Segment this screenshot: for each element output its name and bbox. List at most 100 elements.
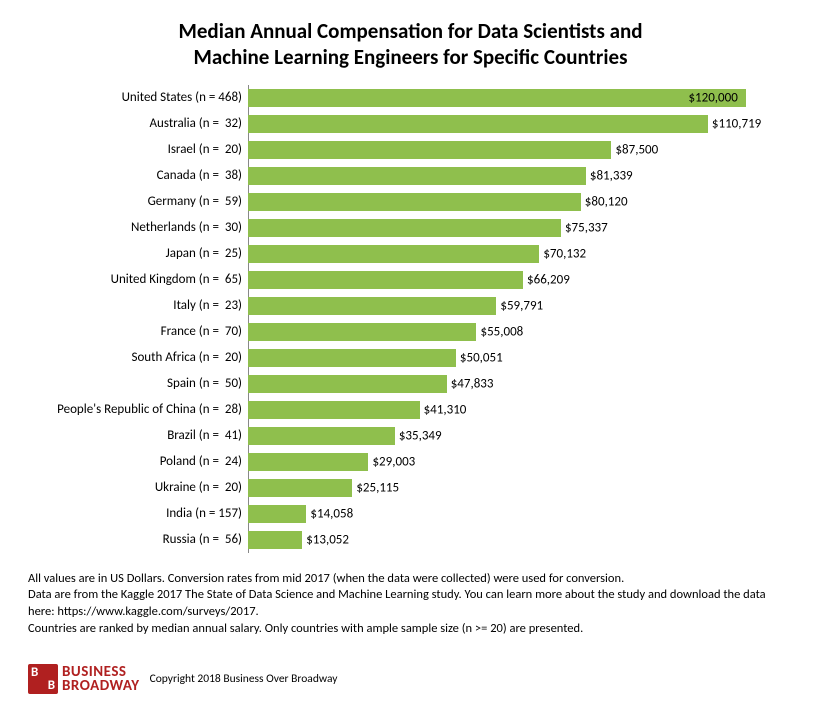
bar-area: $80,120	[248, 191, 793, 213]
note-line: Countries are ranked by median annual sa…	[28, 621, 793, 638]
chart-row: Ukraine (n = 20) $25,115	[48, 475, 793, 501]
category-label: Spain (n = 50)	[48, 376, 248, 391]
bar-value-label: $29,003	[372, 454, 415, 469]
title-line-1: Median Annual Compensation for Data Scie…	[28, 18, 793, 44]
bar-value-label: $66,209	[527, 272, 570, 287]
bar	[248, 531, 302, 549]
bar	[248, 167, 586, 185]
category-label: Poland (n = 24)	[48, 454, 248, 469]
bar-area: $110,719	[248, 113, 793, 135]
chart-row: South Africa (n = 20) $50,051	[48, 345, 793, 371]
chart-row: Italy (n = 23) $59,791	[48, 293, 793, 319]
bar-area: $66,209	[248, 269, 793, 291]
category-label: India (n = 157)	[48, 506, 248, 521]
chart-row: Germany (n = 59) $80,120	[48, 189, 793, 215]
bar	[248, 193, 581, 211]
chart-row: Canada (n = 38) $81,339	[48, 163, 793, 189]
bar-area: $75,337	[248, 217, 793, 239]
bar-value-label: $13,052	[306, 532, 349, 547]
chart-row: Poland (n = 24) $29,003	[48, 449, 793, 475]
chart-row: France (n = 70) $55,008	[48, 319, 793, 345]
bar	[248, 375, 447, 393]
bar	[248, 427, 395, 445]
bar-value-label: $70,132	[543, 246, 586, 261]
bar-value-label: $80,120	[585, 194, 628, 209]
bar-area: $50,051	[248, 347, 793, 369]
category-label: People's Republic of China (n = 28)	[48, 402, 248, 417]
category-label: Brazil (n = 41)	[48, 428, 248, 443]
bar	[248, 245, 539, 263]
note-line: Data are from the Kaggle 2017 The State …	[28, 587, 793, 621]
category-label: Netherlands (n = 30)	[48, 220, 248, 235]
bar	[248, 401, 420, 419]
bar-area: $59,791	[248, 295, 793, 317]
title-line-2: Machine Learning Engineers for Specific …	[28, 44, 793, 70]
bar-value-label: $110,719	[712, 116, 761, 131]
bar	[248, 271, 523, 289]
note-line: All values are in US Dollars. Conversion…	[28, 571, 793, 588]
bar-area: $41,310	[248, 399, 793, 421]
bar-value-label: $81,339	[590, 168, 633, 183]
bar	[248, 219, 561, 237]
bar	[248, 141, 611, 159]
category-label: Australia (n = 32)	[48, 116, 248, 131]
category-label: Italy (n = 23)	[48, 298, 248, 313]
chart-row: India (n = 157) $14,058	[48, 501, 793, 527]
chart-row: Australia (n = 32) $110,719	[48, 111, 793, 137]
copyright-text: Copyright 2018 Business Over Broadway	[150, 672, 338, 686]
bar-area: $13,052	[248, 529, 793, 551]
bar	[248, 323, 476, 341]
logo-line-2: BROADWAY	[62, 679, 140, 693]
bar-area: $55,008	[248, 321, 793, 343]
chart-title: Median Annual Compensation for Data Scie…	[28, 18, 793, 71]
category-label: Germany (n = 59)	[48, 194, 248, 209]
bar	[248, 479, 352, 497]
chart-row: United Kingdom (n = 65) $66,209	[48, 267, 793, 293]
bar	[248, 453, 368, 471]
bar-area: $87,500	[248, 139, 793, 161]
bar-value-label: $55,008	[480, 324, 523, 339]
bar-area: $29,003	[248, 451, 793, 473]
bar	[248, 505, 306, 523]
chart-row: United States (n = 468)$120,000	[48, 85, 793, 111]
logo-text: BUSINESS BROADWAY	[62, 665, 140, 694]
bar-chart: United States (n = 468)$120,000Australia…	[48, 85, 793, 553]
category-label: Russia (n = 56)	[48, 532, 248, 547]
bar-value-label: $50,051	[460, 350, 503, 365]
bar-value-label: $35,349	[399, 428, 442, 443]
category-label: Ukraine (n = 20)	[48, 480, 248, 495]
bar	[248, 297, 496, 315]
category-label: United States (n = 468)	[48, 90, 248, 105]
bar-area: $70,132	[248, 243, 793, 265]
bar	[248, 115, 708, 133]
chart-row: Netherlands (n = 30) $75,337	[48, 215, 793, 241]
category-label: United Kingdom (n = 65)	[48, 272, 248, 287]
chart-row: Brazil (n = 41) $35,349	[48, 423, 793, 449]
bar-area: $81,339	[248, 165, 793, 187]
bar-area: $14,058	[248, 503, 793, 525]
bar-value-label: $14,058	[310, 506, 353, 521]
chart-row: People's Republic of China (n = 28) $41,3…	[48, 397, 793, 423]
bar-area: $25,115	[248, 477, 793, 499]
chart-row: Spain (n = 50)$47,833	[48, 371, 793, 397]
chart-row: Israel (n = 20) $87,500	[48, 137, 793, 163]
bar-value-label: $41,310	[424, 402, 467, 417]
chart-notes: All values are in US Dollars. Conversion…	[28, 571, 793, 639]
category-label: Israel (n = 20)	[48, 142, 248, 157]
chart-row: Japan (n = 25) $70,132	[48, 241, 793, 267]
category-label: South Africa (n = 20)	[48, 350, 248, 365]
bar-value-label: $75,337	[565, 220, 608, 235]
category-label: France (n = 70)	[48, 324, 248, 339]
footer: BUSINESS BROADWAY Copyright 2018 Busines…	[28, 664, 337, 694]
logo-bb-icon	[28, 664, 58, 694]
category-label: Canada (n = 38)	[48, 168, 248, 183]
bar-value-label: $87,500	[615, 142, 658, 157]
bar-area: $47,833	[248, 373, 793, 395]
bar-value-label: $59,791	[500, 298, 543, 313]
bar-area: $120,000	[248, 87, 793, 109]
category-label: Japan (n = 25)	[48, 246, 248, 261]
bar-area: $35,349	[248, 425, 793, 447]
bar	[248, 349, 456, 367]
chart-row: Russia (n = 56) $13,052	[48, 527, 793, 553]
bar-value-label: $25,115	[356, 480, 399, 495]
